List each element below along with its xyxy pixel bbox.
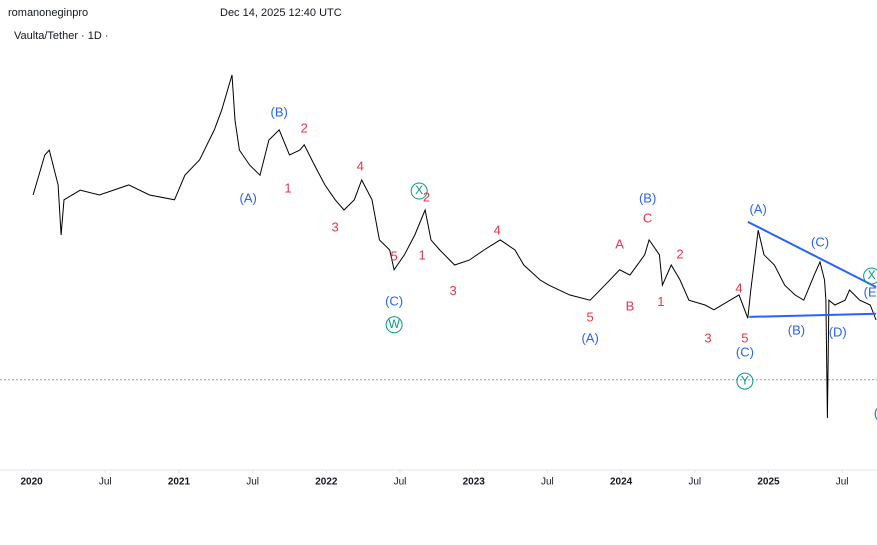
wave-label: 1 <box>284 180 291 195</box>
wave-label: C <box>643 211 652 226</box>
x-tick-label: 2020 <box>20 477 43 488</box>
x-tick-label: 2022 <box>315 477 338 488</box>
x-tick-label: Jul <box>836 477 849 488</box>
wave-circle <box>736 372 754 390</box>
wave-label: (A) <box>240 190 257 205</box>
wave-label: (B) <box>639 190 656 205</box>
price-line <box>32 74 877 419</box>
chart-title: Vaulta/Tether · 1D · <box>14 30 109 42</box>
wave-label: 1 <box>419 248 426 263</box>
trendline <box>749 312 877 318</box>
wave-circle <box>863 267 877 285</box>
wave-label: (A) <box>581 330 598 345</box>
wave-label: 4 <box>735 281 742 296</box>
wave-label: 4 <box>357 158 364 173</box>
wave-label: 2 <box>676 246 683 261</box>
wave-label: 1 <box>657 294 664 309</box>
wave-label: 4 <box>494 223 501 238</box>
x-tick-label: Jul <box>688 477 701 488</box>
x-tick-label: Jul <box>99 477 112 488</box>
wave-label: X <box>868 268 876 282</box>
wave-label: A <box>615 237 624 252</box>
author: romanoneginpro <box>8 7 88 19</box>
x-tick-label: 2023 <box>463 477 486 488</box>
x-tick-label: 2024 <box>610 477 633 488</box>
wave-label: (C) <box>736 344 754 359</box>
x-tick-label: Jul <box>541 477 554 488</box>
wave-label: 2 <box>301 120 308 135</box>
wave-label: Y <box>741 373 749 387</box>
wave-label: X <box>415 183 423 197</box>
wave-label: ( <box>874 406 877 421</box>
x-tick-label: 2021 <box>168 477 191 488</box>
x-tick-label: 2025 <box>757 477 780 488</box>
wave-label: 5 <box>587 310 594 325</box>
wave-label: (B) <box>271 105 288 120</box>
wave-label: (C) <box>811 234 829 249</box>
timestamp: Dec 14, 2025 12:40 UTC <box>220 7 342 19</box>
wave-label: 2 <box>423 190 430 205</box>
wave-circle <box>410 182 428 200</box>
wave-label: 3 <box>704 330 711 345</box>
wave-label: W <box>388 317 400 331</box>
wave-label: (A) <box>749 201 766 216</box>
wave-label: (D) <box>829 325 847 340</box>
wave-label: B <box>626 299 635 314</box>
wave-label: (C) <box>385 293 403 308</box>
wave-label: 3 <box>449 283 456 298</box>
wave-label: (E <box>864 285 877 300</box>
x-tick-label: Jul <box>394 477 407 488</box>
x-tick-label: Jul <box>246 477 259 488</box>
wave-label: 3 <box>332 219 339 234</box>
wave-label: (B) <box>788 322 805 337</box>
wave-label: 5 <box>391 248 398 263</box>
wave-circle <box>385 316 403 334</box>
wave-label: 5 <box>741 330 748 345</box>
trendline <box>747 220 877 288</box>
